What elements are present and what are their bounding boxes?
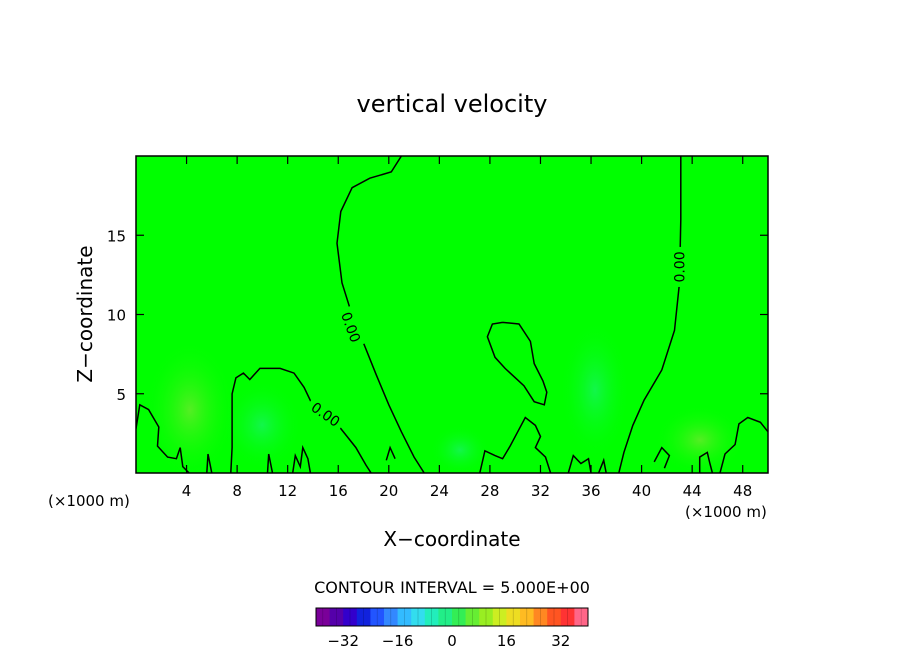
contour-line (567, 454, 592, 473)
colorbar-tick-label: −16 (382, 632, 414, 650)
x-tick-label: 24 (430, 482, 449, 500)
contour-line (385, 445, 396, 461)
contour-line (266, 453, 274, 473)
y-axis-label: Z−coordinate (73, 245, 97, 382)
x-tick-label: 4 (182, 482, 192, 500)
colorbar-swatch (574, 608, 589, 626)
colorbar-tick-label: 0 (447, 632, 457, 650)
colorbar-swatch (547, 608, 562, 626)
x-tick-label: 20 (379, 482, 398, 500)
colorbar-tick-label: −32 (327, 632, 359, 650)
x-axis: 4 8 12 16 20 24 28 32 36 40 44 48 (182, 156, 752, 500)
colorbar-swatch (343, 608, 358, 626)
y-tick-label: 10 (107, 307, 126, 325)
x-tick-label: 40 (632, 482, 651, 500)
contour-interval-label: CONTOUR INTERVAL = 5.000E+00 (314, 578, 590, 597)
x-tick-label: 28 (480, 482, 499, 500)
contour-lines (136, 156, 768, 473)
colorbar-swatch (520, 608, 535, 626)
colorbar-swatch (452, 608, 467, 626)
colorbar-swatch (397, 608, 412, 626)
contour-line (698, 451, 714, 473)
colorbar-swatch (411, 608, 426, 626)
colorbar-swatch (533, 608, 548, 626)
contour-line (618, 156, 682, 473)
contour-line (206, 453, 213, 473)
colorbar-swatch (479, 608, 494, 626)
x-tick-label: 44 (683, 482, 702, 500)
colorbar-swatch (560, 608, 575, 626)
colorbar-swatch (424, 608, 439, 626)
y-axis: 5 10 15 (107, 227, 768, 404)
colorbar: −32 −16 0 16 32 (315, 607, 589, 650)
colorbar-swatch (356, 608, 371, 626)
contour-line (479, 416, 552, 473)
contour-label: 0.00 (673, 251, 689, 282)
x-unit-left: (×1000 m) (48, 492, 130, 510)
heatmap-warm-patch (655, 405, 745, 473)
x-tick-label: 12 (278, 482, 297, 500)
colorbar-swatch (492, 608, 507, 626)
x-tick-label: 48 (733, 482, 752, 500)
x-tick-label: 8 (232, 482, 242, 500)
colorbar-swatch (316, 608, 331, 626)
colorbar-swatch (329, 608, 344, 626)
contour-line (291, 444, 312, 473)
contour-label-background (671, 246, 688, 287)
x-unit-right: (×1000 m) (685, 503, 767, 521)
colorbar-swatch (438, 608, 453, 626)
x-axis-label: X−coordinate (383, 527, 520, 551)
heatmap-cool-patch (560, 320, 630, 460)
colorbar-swatch (384, 608, 399, 626)
contour-line (230, 367, 372, 473)
colorbar-swatch (370, 608, 385, 626)
contour-label-background (304, 396, 347, 433)
y-tick-label: 5 (116, 386, 126, 404)
x-tick-label: 36 (581, 482, 600, 500)
heatmap-cool-patch (430, 425, 490, 473)
y-tick-label: 15 (107, 227, 126, 245)
colorbar-frame (315, 607, 589, 627)
colorbar-tick-label: 32 (551, 632, 570, 650)
contour-line (719, 416, 768, 473)
colorbar-swatch (465, 608, 480, 626)
chart-title: vertical velocity (357, 90, 548, 118)
contour-line (136, 403, 190, 473)
colorbar-swatch (506, 608, 521, 626)
x-tick-label: 32 (531, 482, 550, 500)
contour-label-background (336, 305, 366, 349)
contour-line (653, 446, 671, 469)
x-tick-label: 16 (329, 482, 348, 500)
contour-line (486, 321, 548, 406)
colorbar-tick-label: 16 (497, 632, 516, 650)
contour-line (597, 457, 607, 473)
heatmap-cool-patch (222, 380, 302, 470)
heatmap-warm-patch (145, 340, 235, 473)
contour-line (336, 156, 425, 473)
